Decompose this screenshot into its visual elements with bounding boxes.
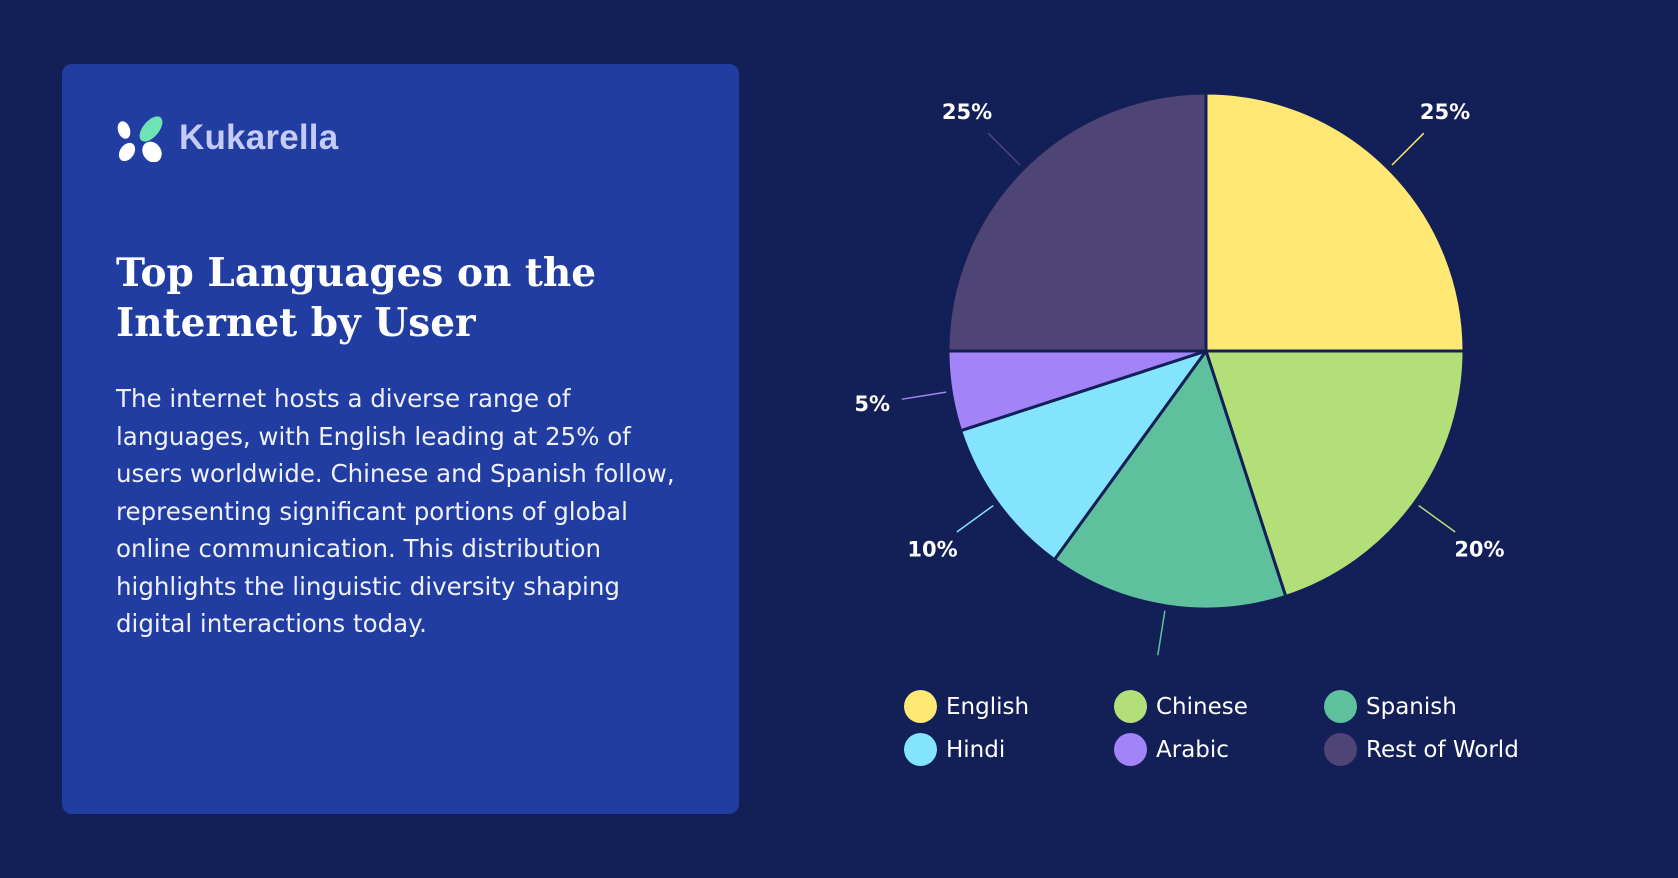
pie-chart: 25%20%15%10%5%25% (840, 70, 1540, 670)
leader-line-spanish (1158, 611, 1165, 655)
brand-name: Kukarella (179, 118, 338, 158)
legend-swatch (1114, 690, 1147, 723)
legend-item-chinese: Chinese (1114, 690, 1324, 723)
kukarella-logo-icon (117, 114, 165, 162)
legend-label: English (946, 694, 1029, 720)
legend-item-spanish: Spanish (1324, 690, 1554, 723)
legend-label: Hindi (946, 737, 1005, 763)
page-title: Top Languages on the Internet by User (116, 248, 676, 348)
legend-swatch (1114, 733, 1147, 766)
legend-item-english: English (904, 690, 1114, 723)
data-label-hindi: 10% (907, 538, 957, 562)
legend-item-arabic: Arabic (1114, 733, 1324, 766)
legend-swatch (1324, 733, 1357, 766)
info-card: Kukarella Top Languages on the Internet … (62, 64, 739, 814)
legend-swatch (904, 690, 937, 723)
leader-line-hindi (957, 506, 993, 532)
pie-slice-rest-of-world (948, 93, 1206, 351)
data-label-rest-of-world: 25% (942, 100, 992, 124)
leader-line-chinese (1419, 506, 1455, 532)
chart-legend: English Chinese Spanish Hindi Arabic Rest of … (904, 690, 1564, 766)
description-text: The internet hosts a diverse range of la… (116, 380, 691, 643)
legend-swatch (1324, 690, 1357, 723)
data-label-chinese: 20% (1454, 538, 1504, 562)
leader-line-arabic (902, 392, 946, 399)
legend-label: Rest of World (1366, 737, 1519, 763)
legend-label: Arabic (1156, 737, 1229, 763)
pie-slice-english (1206, 93, 1464, 351)
leader-line-english (1392, 133, 1424, 165)
leader-line-rest-of-world (988, 133, 1020, 165)
legend-label: Spanish (1366, 694, 1457, 720)
legend-item-rest-of-world: Rest of World (1324, 733, 1554, 766)
data-label-english: 25% (1420, 100, 1470, 124)
legend-item-hindi: Hindi (904, 733, 1114, 766)
brand: Kukarella (117, 114, 338, 162)
legend-swatch (904, 733, 937, 766)
data-label-arabic: 5% (854, 392, 890, 416)
legend-label: Chinese (1156, 694, 1248, 720)
